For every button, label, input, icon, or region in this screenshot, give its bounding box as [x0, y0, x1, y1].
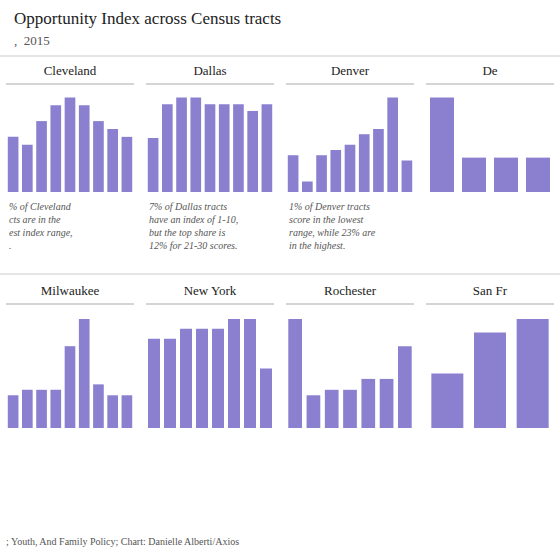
- svg-text:Denver: Denver: [331, 63, 370, 78]
- svg-text:New York: New York: [184, 283, 237, 298]
- svg-text:Rochester: Rochester: [324, 283, 377, 298]
- svg-text:cts are in the: cts are in the: [9, 214, 61, 225]
- svg-text:7% of Dallas tracts: 7% of Dallas tracts: [149, 201, 227, 212]
- svg-text:San Fr: San Fr: [473, 283, 508, 298]
- svg-text:have an index of 1-10,: have an index of 1-10,: [149, 214, 238, 225]
- svg-text:Opportunity Index across Censu: Opportunity Index across Census tracts: [14, 9, 281, 28]
- svg-text:De: De: [482, 63, 497, 78]
- svg-text:score in the lowest: score in the lowest: [289, 214, 364, 225]
- svg-text:.: .: [9, 240, 12, 251]
- svg-text:; Youth, And Family Policy; Ch: ; Youth, And Family Policy; Chart: Danie…: [6, 536, 239, 547]
- svg-text:12% for 21-30 scores.: 12% for 21-30 scores.: [149, 240, 238, 251]
- svg-text:but the top share is: but the top share is: [149, 227, 225, 238]
- svg-text:Dallas: Dallas: [193, 63, 226, 78]
- svg-text:Milwaukee: Milwaukee: [41, 283, 100, 298]
- svg-text:range, while 23% are: range, while 23% are: [289, 227, 376, 238]
- svg-text:in the highest.: in the highest.: [289, 240, 345, 251]
- svg-text:, 2015: , 2015: [14, 33, 50, 48]
- svg-text:est index range,: est index range,: [9, 227, 73, 238]
- svg-text:Cleveland: Cleveland: [44, 63, 97, 78]
- svg-text:1% of Denver tracts: 1% of Denver tracts: [289, 201, 370, 212]
- svg-text:% of Cleveland: % of Cleveland: [9, 201, 72, 212]
